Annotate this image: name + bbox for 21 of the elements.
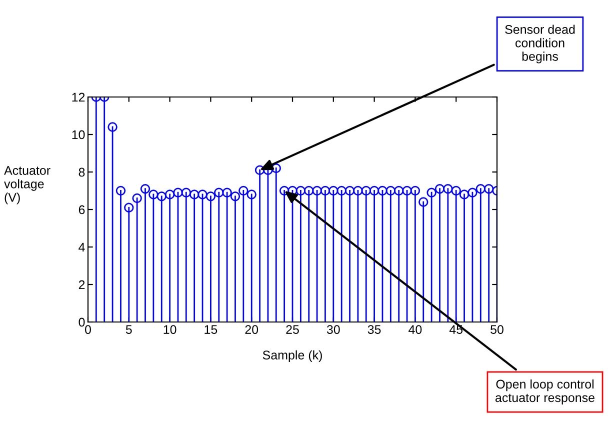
y-tick-label: 8 — [78, 168, 85, 177]
y-tick-label: 12 — [72, 92, 85, 102]
x-axis-title: Sample (k) — [262, 350, 322, 362]
y-tick-label: 4 — [78, 242, 85, 252]
y-tick-label: 2 — [78, 280, 85, 290]
x-tick-label: 30 — [326, 325, 340, 334]
x-tick-label: 15 — [204, 325, 218, 334]
x-tick-label: 25 — [286, 325, 299, 334]
y-tick-label: 0 — [78, 318, 85, 327]
x-tick-label: 50 — [490, 325, 504, 334]
x-tick-label: 0 — [85, 325, 91, 334]
x-tick-label: 35 — [368, 325, 381, 334]
y-tick-label: 6 — [78, 205, 85, 214]
x-tick-label: 40 — [408, 325, 422, 334]
annotation: Open loop control actuator response — [496, 379, 594, 405]
x-tick-label: 5 — [126, 325, 132, 334]
x-tick-label: 10 — [164, 325, 176, 334]
annotation: Sensor dead condition begins — [505, 24, 575, 64]
y-axis-title: Actuator voltage (V) — [4, 166, 50, 204]
x-tick-label: 20 — [245, 325, 258, 334]
y-tick-label: 10 — [72, 130, 85, 140]
